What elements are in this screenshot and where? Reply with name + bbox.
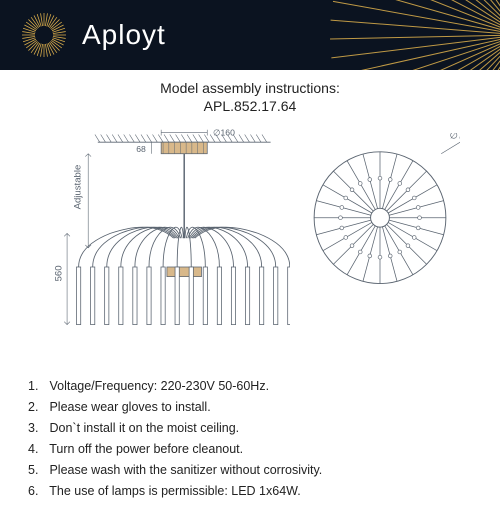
instruction-item: 4. Turn off the power before cleanout. (28, 439, 472, 459)
instruction-item: 3. Don`t install it on the moist ceiling… (28, 418, 472, 438)
instruction-item: 1. Voltage/Frequency: 220-230V 50-60Hz. (28, 376, 472, 396)
svg-text:560: 560 (53, 265, 64, 281)
title-line-2: APL.852.17.64 (0, 98, 500, 114)
svg-text:∅160: ∅160 (213, 127, 235, 137)
logo-block: Aployt (20, 11, 166, 59)
instruction-item: 2. Please wear gloves to install. (28, 397, 472, 417)
instruction-item: 6. The use of lamps is permissible: LED … (28, 481, 472, 501)
svg-text:68: 68 (136, 144, 146, 154)
svg-text:Adjustable: Adjustable (73, 165, 84, 210)
diagram-area: ∅160 68 Adjustable 560 ∅700 (0, 118, 500, 368)
chandelier-side-view: ∅160 68 Adjustable 560 (40, 123, 290, 363)
chandelier-top-view: ∅700 (300, 133, 460, 293)
sunburst-logo-icon (20, 11, 68, 59)
brand-banner: Aployt (0, 0, 500, 70)
instructions-list: 1. Voltage/Frequency: 220-230V 50-60Hz.2… (0, 368, 500, 510)
banner-rays-decor (320, 0, 500, 70)
brand-name: Aployt (82, 19, 166, 51)
title-section: Model assembly instructions: APL.852.17.… (0, 70, 500, 118)
svg-text:∅700: ∅700 (450, 133, 460, 141)
title-line-1: Model assembly instructions: (0, 80, 500, 96)
instruction-item: 5. Please wash with the sanitizer withou… (28, 460, 472, 480)
